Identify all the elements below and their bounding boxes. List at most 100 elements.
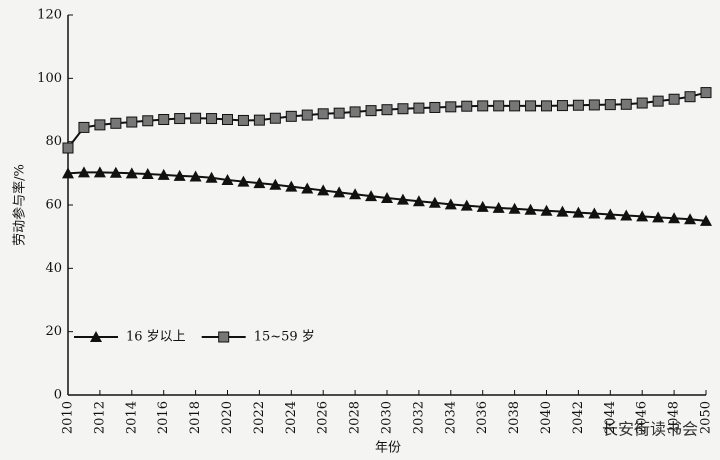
data-point xyxy=(668,93,680,105)
data-point xyxy=(333,186,346,198)
data-point xyxy=(684,91,696,103)
data-point xyxy=(445,101,457,113)
data-point xyxy=(492,201,505,213)
y-tick-label: 60 xyxy=(45,198,62,213)
legend-label: 16 岁以上 xyxy=(126,330,186,345)
data-point xyxy=(333,107,345,119)
x-tick-label: 2020 xyxy=(220,401,235,434)
x-tick-label: 2014 xyxy=(124,401,139,434)
y-axis-label: 劳动参与率/% xyxy=(12,164,28,246)
data-point xyxy=(365,190,378,202)
y-tick-label: 80 xyxy=(45,134,62,149)
data-point xyxy=(508,202,521,214)
data-point xyxy=(205,171,218,183)
data-point xyxy=(428,196,441,208)
legend-marker xyxy=(218,331,230,343)
data-point xyxy=(540,204,553,216)
x-tick-label: 2034 xyxy=(443,401,458,434)
data-point xyxy=(572,206,585,218)
data-point xyxy=(125,167,138,179)
legend-marker xyxy=(90,331,102,342)
data-point xyxy=(604,99,616,111)
data-point xyxy=(365,105,377,117)
x-tick-label: 2050 xyxy=(699,401,714,434)
data-point xyxy=(524,203,537,215)
data-point xyxy=(509,100,521,112)
data-point xyxy=(141,167,154,179)
data-point xyxy=(126,116,138,128)
data-point xyxy=(652,211,665,223)
data-point xyxy=(349,188,362,200)
data-point xyxy=(620,98,632,110)
x-tick-label: 2032 xyxy=(411,401,426,434)
data-point xyxy=(158,114,170,125)
data-point xyxy=(396,193,409,205)
data-point xyxy=(189,170,202,182)
data-point xyxy=(174,113,186,125)
x-tick-label: 2024 xyxy=(284,401,299,434)
data-point xyxy=(62,142,74,154)
data-point xyxy=(588,99,600,111)
data-point xyxy=(477,100,489,112)
x-tick-label: 2040 xyxy=(539,401,554,434)
data-point xyxy=(397,103,409,115)
data-point xyxy=(62,167,74,179)
x-tick-label: 2010 xyxy=(61,401,76,434)
legend-label: 15~59 岁 xyxy=(254,330,315,345)
data-point xyxy=(110,117,122,129)
x-tick-label: 2012 xyxy=(92,401,107,434)
data-point xyxy=(109,166,122,178)
data-point xyxy=(269,178,282,190)
data-point xyxy=(206,113,218,125)
data-point xyxy=(77,166,90,178)
data-point xyxy=(301,109,313,121)
x-tick-label: 2048 xyxy=(667,401,682,434)
data-point xyxy=(269,112,281,124)
data-point xyxy=(636,97,648,109)
x-tick-label: 2042 xyxy=(571,401,586,434)
data-point xyxy=(173,169,186,181)
data-point xyxy=(541,100,552,112)
x-tick-label: 2026 xyxy=(316,401,331,434)
data-point xyxy=(317,184,330,196)
x-tick-label: 2038 xyxy=(507,401,522,434)
x-tick-label: 2028 xyxy=(348,401,363,434)
x-tick-label: 2044 xyxy=(603,401,618,434)
data-point xyxy=(413,102,425,114)
x-tick-label: 2036 xyxy=(475,401,490,434)
data-point xyxy=(700,214,712,226)
x-tick-label: 2016 xyxy=(156,401,171,434)
x-tick-label: 2030 xyxy=(380,401,395,434)
data-point xyxy=(301,182,314,194)
data-point xyxy=(460,199,473,211)
data-point xyxy=(444,198,457,210)
data-point xyxy=(222,114,233,125)
data-point xyxy=(652,95,664,107)
data-point xyxy=(684,213,697,225)
x-tick-label: 2022 xyxy=(252,401,267,434)
data-point xyxy=(93,166,106,178)
data-point xyxy=(700,87,712,99)
data-point xyxy=(285,180,298,192)
data-point xyxy=(620,209,633,221)
data-point xyxy=(412,195,425,207)
data-point xyxy=(285,110,297,122)
data-point xyxy=(94,119,106,131)
data-point xyxy=(253,177,266,189)
data-point xyxy=(556,100,568,112)
data-point xyxy=(381,104,393,116)
data-point xyxy=(525,100,537,112)
data-point xyxy=(157,168,170,180)
data-point xyxy=(237,175,250,187)
data-point xyxy=(461,100,473,112)
data-point xyxy=(476,200,489,212)
data-point xyxy=(668,212,681,224)
data-point xyxy=(429,101,441,113)
x-tick-label: 2046 xyxy=(635,401,650,434)
watermark: 长安街读书会 xyxy=(602,420,698,439)
x-axis-label: 年份 xyxy=(375,441,401,456)
y-tick-label: 120 xyxy=(37,8,62,23)
data-point xyxy=(572,99,584,111)
data-point xyxy=(221,173,234,185)
